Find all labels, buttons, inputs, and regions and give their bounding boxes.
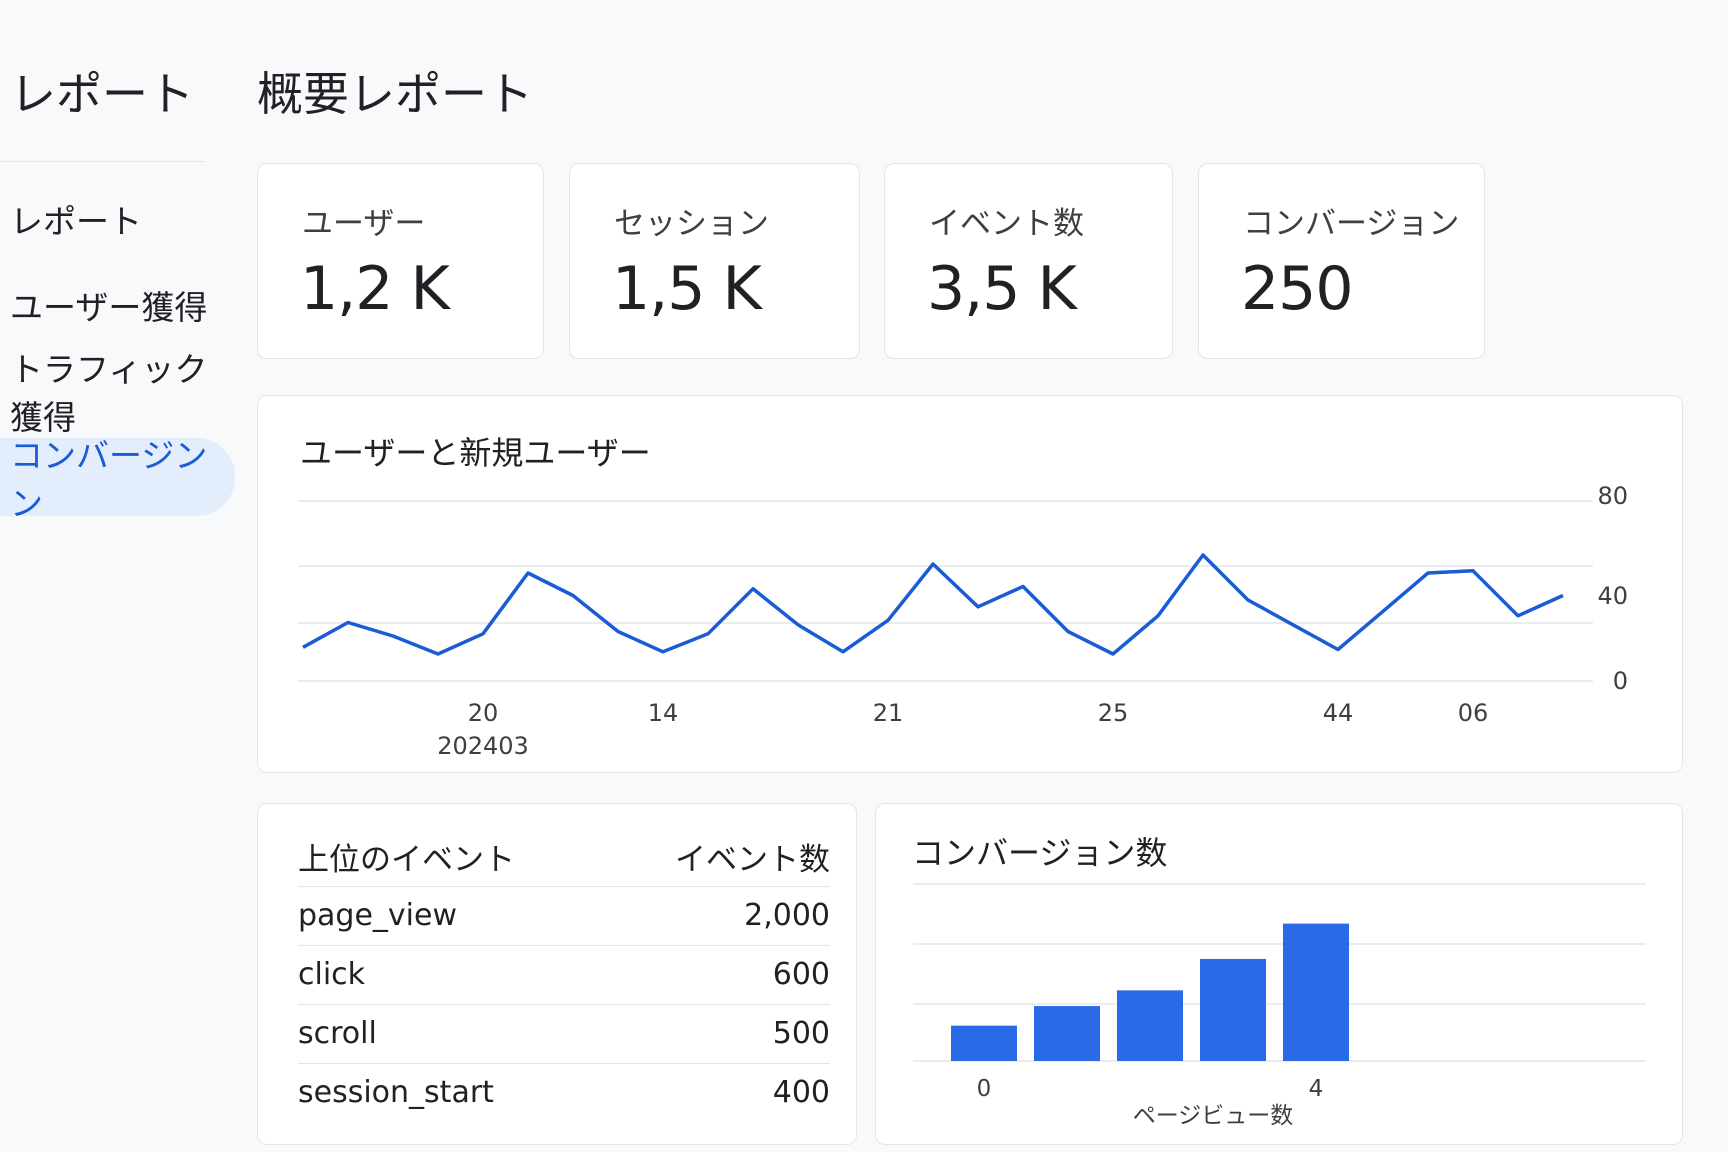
x-tick-label: 4 bbox=[1309, 1076, 1324, 1102]
kpi-value: 250 bbox=[1241, 254, 1354, 324]
sidebar-item-user-acquisition[interactable]: ユーザー獲得 bbox=[0, 266, 235, 344]
kpi-card-events[interactable]: イベント数 3,5 K bbox=[884, 163, 1173, 359]
kpi-value: 1,2 K bbox=[300, 254, 450, 324]
bar bbox=[1034, 1006, 1100, 1061]
x-tick-label: 14 bbox=[648, 699, 679, 727]
x-tick-label: 06 bbox=[1458, 699, 1489, 727]
bar bbox=[951, 1025, 1017, 1061]
series-line bbox=[302, 553, 1564, 656]
users-line-chart-card: ユーザーと新規ユーザー 80 40 0 20 202403 14 21 25 44 06 bbox=[257, 395, 1683, 773]
y-tick-label: 80 bbox=[1597, 482, 1628, 510]
sidebar-item-reports[interactable]: レポート bbox=[0, 180, 235, 258]
sidebar-title: レポート bbox=[10, 67, 194, 121]
event-count: 500 bbox=[772, 1016, 830, 1051]
sidebar-nav: レポート ユーザー獲得 トラフィック獲得 コンバージンン bbox=[0, 180, 235, 524]
x-tick-sublabel: 202403 bbox=[437, 732, 529, 760]
event-count: 600 bbox=[772, 957, 830, 992]
event-name: scroll bbox=[298, 1016, 377, 1051]
kpi-value: 3,5 K bbox=[927, 254, 1077, 324]
conversions-bar-chart-card: コンバージョン数 0 4 ページビュー数 bbox=[875, 803, 1683, 1145]
x-tick-label: 20 bbox=[468, 699, 499, 727]
page-title: 概要レポート bbox=[257, 67, 533, 121]
kpi-label: セッション bbox=[614, 206, 769, 242]
bar bbox=[1283, 923, 1349, 1061]
sidebar-item-label: ユーザー獲得 bbox=[10, 288, 208, 327]
x-tick-label: 21 bbox=[873, 699, 904, 727]
sidebar-item-traffic-acquisition[interactable]: トラフィック獲得 bbox=[0, 350, 235, 437]
sidebar-item-conversions[interactable]: コンバージンン bbox=[0, 436, 235, 523]
kpi-card-sessions[interactable]: セッション 1,5 K bbox=[569, 163, 860, 359]
column-header-event: 上位のイベント bbox=[298, 841, 515, 878]
event-name: page_view bbox=[298, 898, 458, 933]
x-tick-label: 0 bbox=[977, 1076, 992, 1102]
y-tick-label: 40 bbox=[1597, 582, 1628, 610]
kpi-card-users[interactable]: ユーザー 1,2 K bbox=[257, 163, 544, 359]
kpi-label: イベント数 bbox=[929, 206, 1084, 242]
kpi-label: ユーザー bbox=[302, 206, 426, 242]
event-name: click bbox=[298, 957, 366, 992]
sidebar-item-label: レポート bbox=[10, 202, 142, 241]
bar bbox=[1200, 958, 1266, 1061]
users-line-chart: 80 40 0 20 202403 14 21 25 44 06 bbox=[298, 482, 1628, 760]
top-events-card: 上位のイベント イベント数 page_view 2,000 click 600 … bbox=[257, 803, 857, 1145]
x-tick-label: 25 bbox=[1098, 699, 1129, 727]
column-header-count: イベント数 bbox=[675, 841, 830, 878]
table-row[interactable]: session_start 400 bbox=[298, 1063, 830, 1121]
kpi-value: 1,5 K bbox=[612, 254, 762, 324]
table-row[interactable]: page_view 2,000 bbox=[298, 886, 830, 944]
conversions-bar-chart: 0 4 ページビュー数 bbox=[913, 883, 1646, 1129]
kpi-card-conversions[interactable]: コンバージョン 250 bbox=[1198, 163, 1485, 359]
table-row[interactable]: scroll 500 bbox=[298, 1004, 830, 1062]
sidebar-item-label: トラフィック獲得 bbox=[10, 350, 208, 437]
chart-title: ユーザーと新規ユーザー bbox=[300, 434, 651, 472]
event-count: 2,000 bbox=[744, 898, 830, 933]
bar bbox=[1117, 990, 1183, 1061]
sidebar-item-label: コンバージンン bbox=[10, 436, 208, 523]
event-name: session_start bbox=[298, 1075, 494, 1110]
table-header: 上位のイベント イベント数 bbox=[298, 826, 830, 886]
chart-title: コンバージョン数 bbox=[912, 834, 1168, 872]
y-tick-label: 0 bbox=[1613, 667, 1628, 695]
event-count: 400 bbox=[772, 1075, 830, 1110]
sidebar-divider bbox=[0, 161, 205, 162]
x-axis-label: ページビュー数 bbox=[1133, 1103, 1294, 1129]
x-tick-label: 44 bbox=[1323, 699, 1354, 727]
kpi-label: コンバージョン bbox=[1243, 206, 1460, 242]
table-row[interactable]: click 600 bbox=[298, 945, 830, 1003]
